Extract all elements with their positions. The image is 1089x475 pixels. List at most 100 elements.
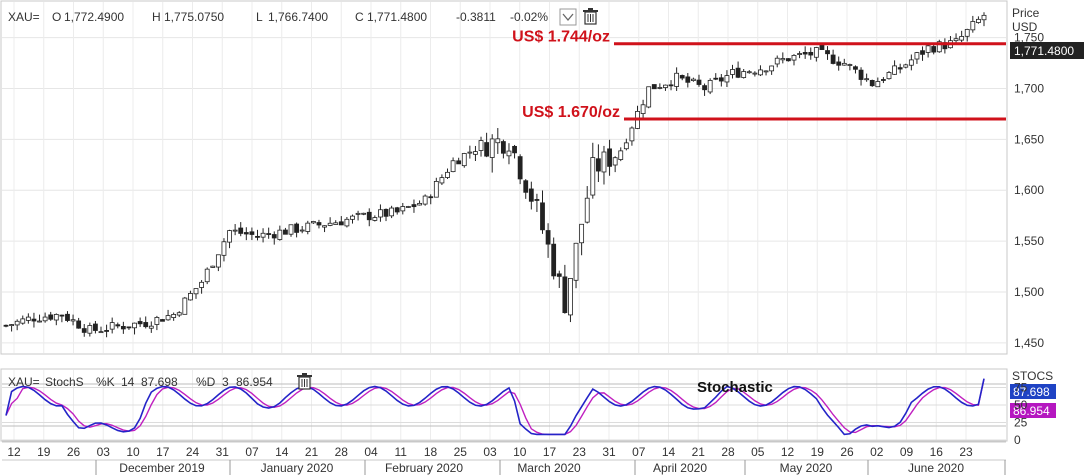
candle-body xyxy=(81,328,87,333)
candle-body xyxy=(322,225,327,228)
stoch-k-label: %K xyxy=(96,375,115,389)
date-tick-label: 19 xyxy=(811,445,825,459)
candle-body xyxy=(735,67,741,78)
date-tick-label: 05 xyxy=(751,445,765,459)
candle-body xyxy=(808,51,814,56)
candle-body xyxy=(389,207,395,217)
candle-body xyxy=(858,69,864,80)
candle-body xyxy=(484,142,490,157)
candle-body xyxy=(797,53,802,55)
candle-body xyxy=(802,52,808,55)
candle-body xyxy=(853,66,858,70)
candle-body xyxy=(132,322,137,329)
header-change: -0.3811 xyxy=(456,10,496,24)
candle-body xyxy=(556,273,562,277)
candle-body xyxy=(713,77,719,80)
candle-body xyxy=(830,54,836,64)
price-tick-label: 1,600 xyxy=(1014,183,1044,197)
candle-body xyxy=(165,315,171,321)
candle-body xyxy=(730,69,735,75)
candle-body xyxy=(573,242,579,281)
candle-body xyxy=(690,78,696,81)
candle-body xyxy=(160,319,165,322)
candle-body xyxy=(528,188,534,202)
candle-body xyxy=(310,221,316,224)
candle-body xyxy=(288,224,294,235)
candle-body xyxy=(696,79,702,85)
stoch-k-period: 14 xyxy=(121,375,135,389)
candle-body xyxy=(65,313,70,321)
candle-body xyxy=(674,72,680,87)
candle-body xyxy=(37,320,42,323)
date-tick-label: 25 xyxy=(454,445,468,459)
candle-body xyxy=(512,145,517,154)
date-tick-label: 10 xyxy=(126,445,140,459)
candle-body xyxy=(411,204,417,208)
price-tick-label: 1,450 xyxy=(1014,336,1044,350)
candle-body xyxy=(154,317,160,325)
header-open: 1,772.4900 xyxy=(64,10,124,24)
candle-body xyxy=(456,160,462,165)
candle-body xyxy=(260,232,266,238)
candle-body xyxy=(14,320,20,326)
last-price-value: 1,771.4800 xyxy=(1014,44,1074,58)
candle-body xyxy=(445,171,450,178)
month-label: May 2020 xyxy=(780,461,833,475)
candle-body xyxy=(283,229,288,235)
stoch-panel xyxy=(0,368,1008,442)
candle-body xyxy=(422,195,428,205)
candle-body xyxy=(439,177,445,184)
month-label: April 2020 xyxy=(653,461,707,475)
candle-body xyxy=(786,58,791,62)
candle-body xyxy=(551,243,557,277)
month-label: June 2020 xyxy=(908,461,964,475)
month-label: December 2019 xyxy=(119,461,205,475)
candle-body xyxy=(433,181,439,198)
candle-body xyxy=(316,222,322,226)
last-price-badge xyxy=(1010,42,1084,59)
candle-body xyxy=(886,72,892,80)
level-annotation: US$ 1.670/oz xyxy=(522,104,620,121)
candle-body xyxy=(825,50,830,55)
dropdown-button[interactable] xyxy=(559,8,577,26)
candle-body xyxy=(601,151,607,173)
date-tick-label: 23 xyxy=(959,445,973,459)
candle-body xyxy=(489,138,495,158)
chevron-down-icon xyxy=(562,13,574,22)
stoch-symbol: XAU= xyxy=(8,375,40,389)
candle-body xyxy=(981,14,987,21)
date-tick-label: 21 xyxy=(305,445,319,459)
candle-body xyxy=(327,222,333,226)
stoch-trash-icon[interactable] xyxy=(297,373,312,390)
candle-body xyxy=(182,297,188,315)
stoch-name: StochS xyxy=(45,375,84,389)
date-tick-label: 21 xyxy=(692,445,706,459)
date-tick-label: 19 xyxy=(37,445,51,459)
header-high: 1,775.0750 xyxy=(164,10,224,24)
candle-body xyxy=(137,321,143,325)
candle-body xyxy=(126,326,132,329)
candle-body xyxy=(568,277,573,316)
candle-body xyxy=(171,314,177,318)
header-close: 1,771.4800 xyxy=(367,10,427,24)
candle-body xyxy=(584,197,590,223)
price-axis: Price USD 1,750 1,700 1,650 1,600 1,550 1,500… xyxy=(1010,6,1084,350)
candle-body xyxy=(897,67,903,70)
date-tick-label: 16 xyxy=(930,445,944,459)
candle-body xyxy=(651,84,657,90)
candle-body xyxy=(517,156,523,180)
candle-body xyxy=(791,55,797,61)
stoch-tick-label: 50 xyxy=(1014,398,1028,412)
candle-body xyxy=(31,318,37,322)
candle-body xyxy=(724,75,730,83)
date-tick-label: 10 xyxy=(513,445,527,459)
date-tick-label: 11 xyxy=(395,445,408,459)
candle-body xyxy=(277,229,283,240)
trash-icon[interactable] xyxy=(583,8,598,25)
candle-body xyxy=(405,206,411,208)
candle-body xyxy=(299,229,305,232)
date-tick-label: 28 xyxy=(335,445,349,459)
price-tick-label: 1,700 xyxy=(1014,81,1044,95)
price-axis-title: Price xyxy=(1012,6,1040,20)
candle-body xyxy=(931,46,937,53)
